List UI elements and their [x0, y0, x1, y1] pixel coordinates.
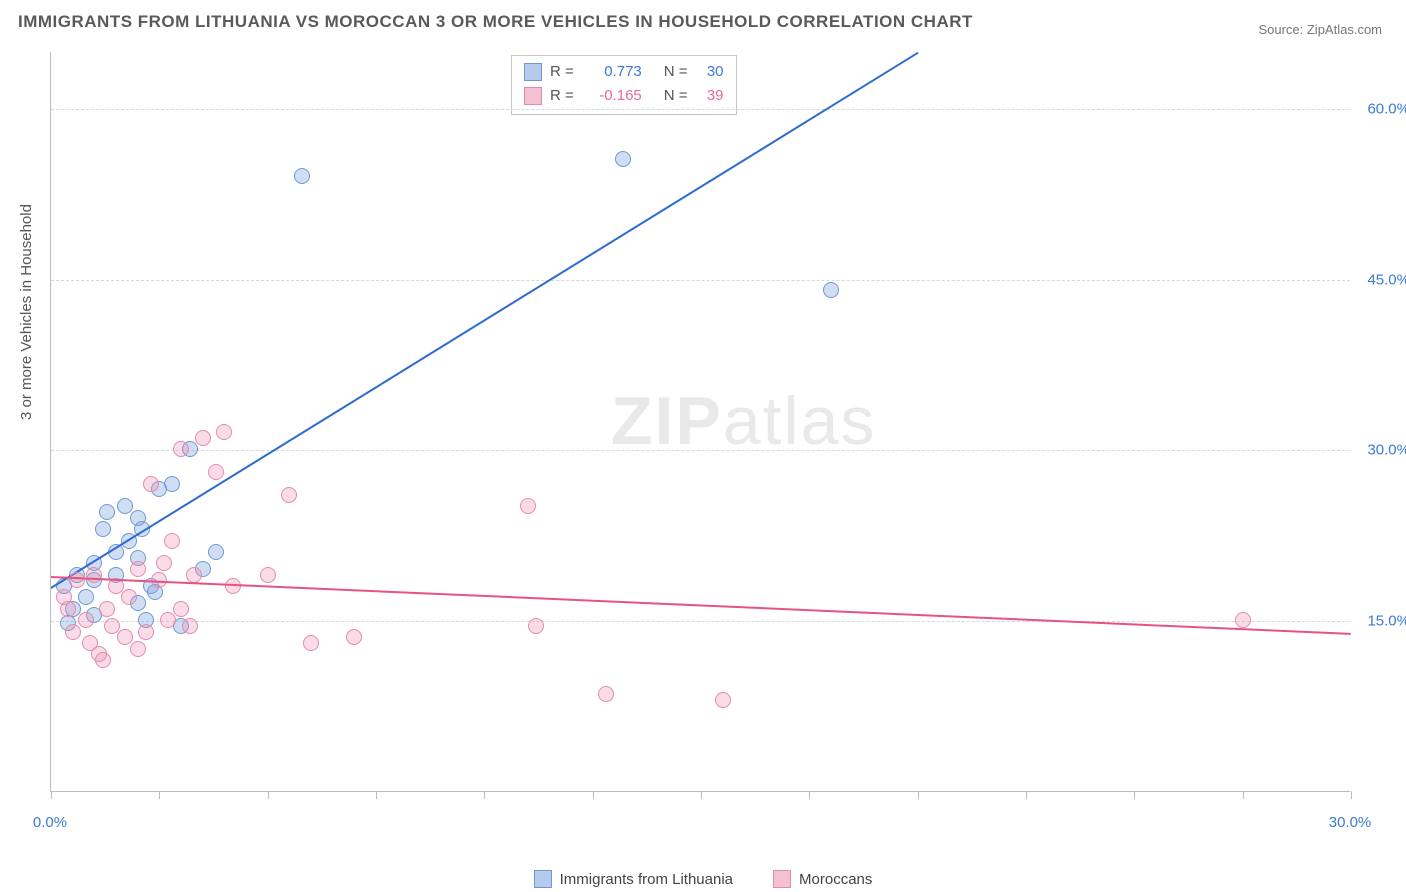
legend-swatch	[524, 87, 542, 105]
legend-swatch	[534, 870, 552, 888]
data-point	[95, 652, 111, 668]
n-label: N =	[664, 60, 688, 84]
grid-line	[51, 450, 1350, 451]
data-point	[281, 487, 297, 503]
trend-line	[50, 52, 918, 589]
data-point	[121, 589, 137, 605]
y-tick-label: 60.0%	[1355, 100, 1406, 117]
legend-item: Immigrants from Lithuania	[534, 870, 733, 888]
data-point	[69, 572, 85, 588]
y-tick-label: 45.0%	[1355, 271, 1406, 288]
stats-legend: R = 0.773 N = 30 R = -0.165 N = 39	[511, 55, 737, 115]
data-point	[598, 686, 614, 702]
r-value: -0.165	[582, 84, 642, 108]
watermark: ZIPatlas	[611, 382, 876, 460]
data-point	[346, 629, 362, 645]
r-label: R =	[550, 84, 574, 108]
legend-swatch	[524, 63, 542, 81]
x-tick	[1351, 791, 1352, 799]
data-point	[1235, 612, 1251, 628]
x-tick	[376, 791, 377, 799]
y-axis-label: 3 or more Vehicles in Household	[18, 204, 35, 420]
data-point	[164, 476, 180, 492]
grid-line	[51, 621, 1350, 622]
data-point	[208, 544, 224, 560]
data-point	[520, 498, 536, 514]
data-point	[528, 618, 544, 634]
data-point	[294, 168, 310, 184]
chart-title: IMMIGRANTS FROM LITHUANIA VS MOROCCAN 3 …	[18, 12, 973, 32]
legend-label: Immigrants from Lithuania	[560, 871, 733, 888]
data-point	[182, 618, 198, 634]
source-attribution: Source: ZipAtlas.com	[1258, 22, 1382, 37]
x-tick	[484, 791, 485, 799]
legend-swatch	[773, 870, 791, 888]
n-value: 30	[696, 60, 724, 84]
data-point	[615, 151, 631, 167]
r-label: R =	[550, 60, 574, 84]
x-tick	[1026, 791, 1027, 799]
data-point	[156, 555, 172, 571]
x-tick	[1243, 791, 1244, 799]
data-point	[216, 424, 232, 440]
data-point	[260, 567, 276, 583]
grid-line	[51, 280, 1350, 281]
data-point	[86, 567, 102, 583]
data-point	[117, 629, 133, 645]
grid-line	[51, 109, 1350, 110]
x-tick	[918, 791, 919, 799]
data-point	[65, 624, 81, 640]
data-point	[208, 464, 224, 480]
data-point	[173, 601, 189, 617]
x-tick	[1134, 791, 1135, 799]
legend-label: Moroccans	[799, 871, 872, 888]
data-point	[78, 612, 94, 628]
n-label: N =	[664, 84, 688, 108]
data-point	[78, 589, 94, 605]
bottom-legend: Immigrants from Lithuania Moroccans	[0, 870, 1406, 888]
r-value: 0.773	[582, 60, 642, 84]
x-tick	[159, 791, 160, 799]
watermark-rest: atlas	[723, 383, 877, 459]
data-point	[195, 430, 211, 446]
data-point	[117, 498, 133, 514]
stats-legend-row: R = 0.773 N = 30	[524, 60, 724, 84]
data-point	[130, 641, 146, 657]
data-point	[95, 521, 111, 537]
stats-legend-row: R = -0.165 N = 39	[524, 84, 724, 108]
trend-line	[51, 576, 1351, 635]
y-tick-label: 15.0%	[1355, 613, 1406, 630]
data-point	[130, 561, 146, 577]
data-point	[186, 567, 202, 583]
watermark-bold: ZIP	[611, 383, 723, 459]
n-value: 39	[696, 84, 724, 108]
x-tick-label: 0.0%	[33, 814, 67, 831]
plot-area: ZIPatlas R =0.773N =30R =-0.165N =39 15.…	[50, 52, 1350, 792]
y-tick-label: 30.0%	[1355, 442, 1406, 459]
data-point	[715, 692, 731, 708]
legend-item: Moroccans	[773, 870, 872, 888]
x-tick	[593, 791, 594, 799]
data-point	[99, 601, 115, 617]
data-point	[60, 601, 76, 617]
x-tick	[268, 791, 269, 799]
x-tick-label: 30.0%	[1329, 814, 1372, 831]
data-point	[160, 612, 176, 628]
x-tick	[809, 791, 810, 799]
data-point	[143, 476, 159, 492]
x-tick	[51, 791, 52, 799]
x-tick	[701, 791, 702, 799]
data-point	[164, 533, 180, 549]
data-point	[303, 635, 319, 651]
data-point	[173, 441, 189, 457]
data-point	[99, 504, 115, 520]
data-point	[823, 282, 839, 298]
data-point	[138, 624, 154, 640]
